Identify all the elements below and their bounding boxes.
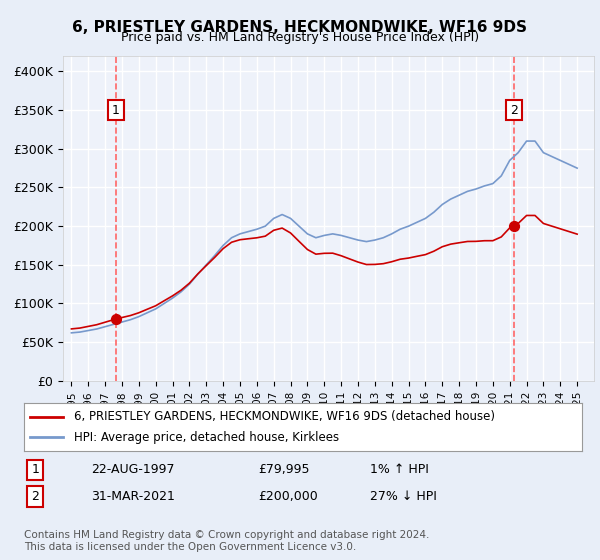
Text: 2: 2 xyxy=(510,104,518,116)
Text: 1: 1 xyxy=(31,463,39,477)
Point xyxy=(112,315,121,324)
Point xyxy=(509,222,519,231)
Text: 1% ↑ HPI: 1% ↑ HPI xyxy=(370,463,429,477)
Text: 22-AUG-1997: 22-AUG-1997 xyxy=(91,463,175,477)
Text: 1: 1 xyxy=(112,104,120,116)
Text: 31-MAR-2021: 31-MAR-2021 xyxy=(91,490,175,503)
Text: HPI: Average price, detached house, Kirklees: HPI: Average price, detached house, Kirk… xyxy=(74,431,340,444)
Text: Contains HM Land Registry data © Crown copyright and database right 2024.
This d: Contains HM Land Registry data © Crown c… xyxy=(24,530,430,552)
Text: £79,995: £79,995 xyxy=(259,463,310,477)
Text: 6, PRIESTLEY GARDENS, HECKMONDWIKE, WF16 9DS (detached house): 6, PRIESTLEY GARDENS, HECKMONDWIKE, WF16… xyxy=(74,410,495,423)
Text: 6, PRIESTLEY GARDENS, HECKMONDWIKE, WF16 9DS: 6, PRIESTLEY GARDENS, HECKMONDWIKE, WF16… xyxy=(73,20,527,35)
Text: Price paid vs. HM Land Registry's House Price Index (HPI): Price paid vs. HM Land Registry's House … xyxy=(121,31,479,44)
Text: 27% ↓ HPI: 27% ↓ HPI xyxy=(370,490,437,503)
Text: 2: 2 xyxy=(31,490,39,503)
Text: £200,000: £200,000 xyxy=(259,490,318,503)
